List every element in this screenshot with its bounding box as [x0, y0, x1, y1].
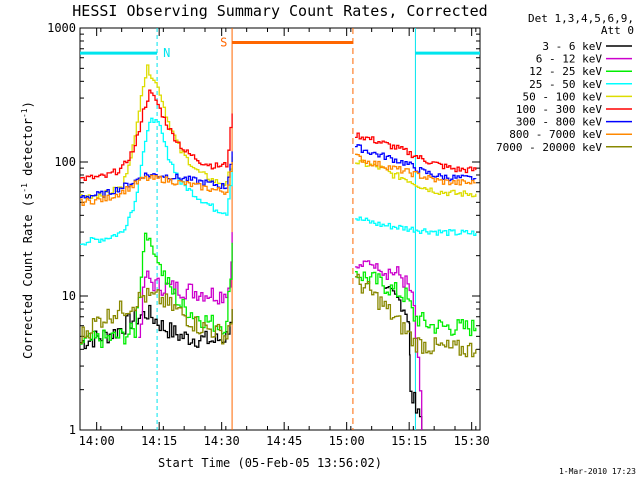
night-label: N [163, 46, 170, 60]
y-axis-label: Corrected Count Rate (s-1 detector-1) [20, 101, 35, 359]
series-6-12-kev-segment-2 [355, 260, 423, 430]
series-3-6-kev-segment-1 [80, 304, 233, 350]
legend-label-25-50-kev: 25 - 50 keV [529, 78, 602, 91]
plot-frame [79, 27, 481, 431]
x-tick-label: 15:30 [454, 434, 490, 448]
x-tick-label: 15:15 [391, 434, 427, 448]
y-tick-label: 100 [54, 155, 76, 169]
series-50-100-kev-segment-1 [80, 64, 233, 199]
series-12-25-kev-segment-2 [355, 271, 477, 337]
legend-header-line-1: Det 1,3,4,5,6,9, [528, 12, 634, 25]
legend-label-800-7000-kev: 800 - 7000 keV [509, 128, 602, 141]
legend-label-100-300-kev: 100 - 300 keV [516, 103, 602, 116]
series-800-7000-kev-segment-1 [80, 162, 233, 206]
axis-ticks: 14:00 14:15 14:30 14:45 15:00 15:15 15:30 1 10 10… [47, 21, 490, 448]
legend-label-50-100-kev: 50 - 100 keV [523, 90, 603, 103]
x-tick-label: 14:15 [141, 434, 177, 448]
legend-header-line-2: Att 0 [601, 24, 634, 37]
series-12-25-kev-segment-1 [80, 232, 233, 349]
y-tick-label: 10 [62, 289, 76, 303]
x-axis-label: Start Time (05-Feb-05 13:56:02) [158, 456, 382, 470]
series-7000-20000-kev-segment-1 [80, 287, 233, 345]
legend-label-300-800-kev: 300 - 800 keV [516, 116, 602, 129]
series-layer [80, 64, 477, 430]
series-100-300-kev-segment-1 [80, 89, 233, 182]
chart-title: HESSI Observing Summary Count Rates, Cor… [72, 2, 487, 20]
observing-intervals: NS [80, 28, 480, 430]
legend-label-12-25-kev: 12 - 25 keV [529, 65, 602, 78]
legend-label-6-12-kev: 6 - 12 keV [536, 53, 603, 66]
series-7000-20000-kev-segment-2 [355, 273, 477, 358]
x-tick-label: 14:00 [79, 434, 115, 448]
legend-label-3-6-kev: 3 - 6 keV [542, 40, 602, 53]
y-tick-label: 1000 [47, 21, 76, 35]
x-tick-label: 14:45 [266, 434, 302, 448]
y-tick-label: 1 [69, 423, 76, 437]
x-tick-label: 15:00 [329, 434, 365, 448]
plot-area [79, 27, 481, 431]
date-stamp: 1-Mar-2010 17:23 [559, 467, 636, 476]
series-3-6-kev-segment-2 [384, 285, 423, 430]
series-25-50-kev-segment-2 [355, 216, 477, 236]
series-100-300-kev-segment-2 [355, 132, 477, 174]
series-800-7000-kev-segment-2 [355, 153, 476, 186]
legend-label-7000-20000-kev: 7000 - 20000 keV [496, 141, 602, 154]
saa-label: S [220, 35, 227, 49]
series-25-50-kev-segment-1 [80, 117, 233, 246]
series-6-12-kev-segment-1 [138, 232, 233, 339]
x-tick-label: 14:30 [204, 434, 240, 448]
